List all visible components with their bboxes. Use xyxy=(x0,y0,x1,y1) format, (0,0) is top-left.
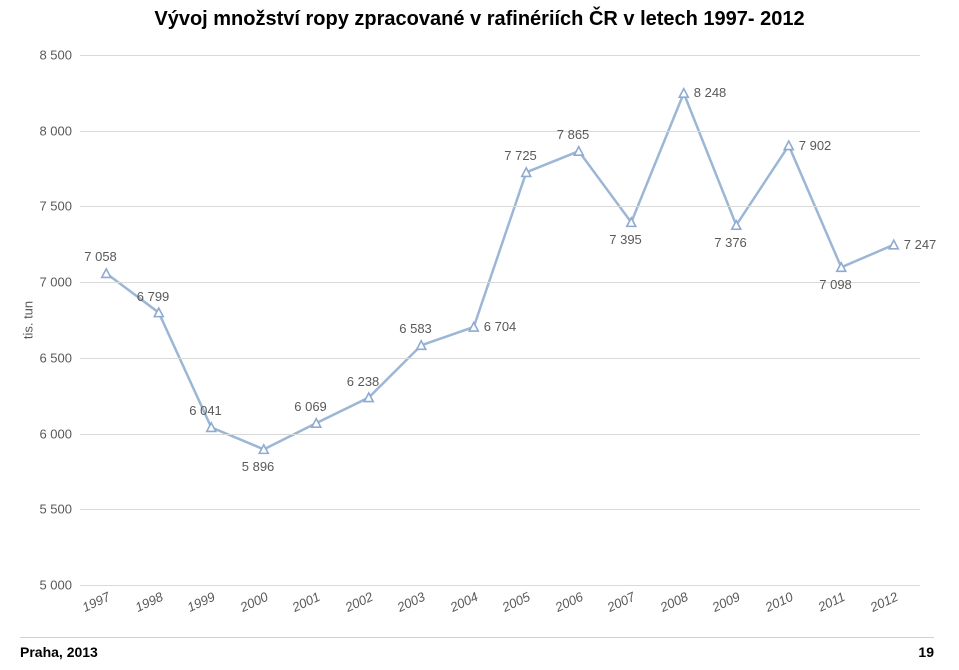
data-marker xyxy=(102,269,111,278)
data-label: 7 098 xyxy=(819,277,852,292)
data-label: 7 058 xyxy=(84,249,117,264)
footer-right: 19 xyxy=(918,644,934,660)
x-tick-label: 2008 xyxy=(658,589,691,615)
data-label: 5 896 xyxy=(242,459,275,474)
x-tick-label: 2003 xyxy=(395,589,428,615)
y-tick-label: 6 500 xyxy=(39,350,80,365)
gridline xyxy=(80,282,920,283)
data-label: 7 902 xyxy=(799,138,832,153)
data-marker xyxy=(889,240,898,249)
y-tick-label: 8 500 xyxy=(39,48,80,63)
page-title: Vývoj množství ropy zpracované v rafinér… xyxy=(0,8,959,31)
data-label: 6 238 xyxy=(347,374,380,389)
gridline xyxy=(80,131,920,132)
x-tick-label: 2001 xyxy=(290,589,323,615)
x-tick-label: 2011 xyxy=(816,589,848,614)
x-tick-label: 2010 xyxy=(763,589,796,615)
footer-left: Praha, 2013 xyxy=(20,644,98,660)
x-tick-label: 2005 xyxy=(500,589,533,615)
gridline xyxy=(80,585,920,586)
series-line xyxy=(106,93,894,449)
data-marker xyxy=(679,89,688,98)
gridline xyxy=(80,55,920,56)
x-tick-label: 2000 xyxy=(238,589,271,615)
data-label: 7 865 xyxy=(557,127,590,142)
gridline xyxy=(80,358,920,359)
data-label: 7 376 xyxy=(714,235,747,250)
x-tick-label: 2002 xyxy=(343,589,376,615)
y-axis-label: tis. tun xyxy=(21,301,36,339)
data-marker xyxy=(469,322,478,331)
x-tick-label: 1998 xyxy=(133,589,166,615)
footer-divider xyxy=(20,637,934,638)
x-tick-label: 2012 xyxy=(868,589,901,615)
gridline xyxy=(80,206,920,207)
x-tick-label: 2004 xyxy=(448,589,481,615)
data-marker xyxy=(259,445,268,454)
data-marker xyxy=(784,141,793,150)
y-tick-label: 5 000 xyxy=(39,578,80,593)
data-label: 7 395 xyxy=(609,232,642,247)
data-marker xyxy=(837,263,846,272)
data-label: 6 704 xyxy=(484,319,517,334)
data-marker xyxy=(312,419,321,428)
x-tick-label: 1999 xyxy=(185,589,218,615)
y-tick-label: 7 000 xyxy=(39,275,80,290)
y-tick-label: 6 000 xyxy=(39,426,80,441)
data-marker xyxy=(574,147,583,156)
data-marker xyxy=(417,341,426,350)
data-label: 7 247 xyxy=(904,237,937,252)
x-tick-label: 1997 xyxy=(80,589,113,615)
y-tick-label: 5 500 xyxy=(39,502,80,517)
plot-area: 5 0005 5006 0006 5007 0007 5008 0008 500… xyxy=(80,55,920,585)
data-marker xyxy=(207,423,216,432)
x-tick-label: 2009 xyxy=(710,589,743,615)
data-label: 8 248 xyxy=(694,85,727,100)
y-tick-label: 8 000 xyxy=(39,123,80,138)
y-tick-label: 7 500 xyxy=(39,199,80,214)
x-tick-label: 2006 xyxy=(553,589,586,615)
gridline xyxy=(80,434,920,435)
data-label: 6 041 xyxy=(189,403,222,418)
data-label: 6 799 xyxy=(137,289,170,304)
x-tick-label: 2007 xyxy=(605,589,638,615)
data-label: 7 725 xyxy=(504,148,537,163)
chart-area: 5 0005 5006 0006 5007 0007 5008 0008 500… xyxy=(80,55,920,585)
data-label: 6 583 xyxy=(399,321,432,336)
data-marker xyxy=(522,168,531,177)
gridline xyxy=(80,509,920,510)
data-label: 6 069 xyxy=(294,399,327,414)
